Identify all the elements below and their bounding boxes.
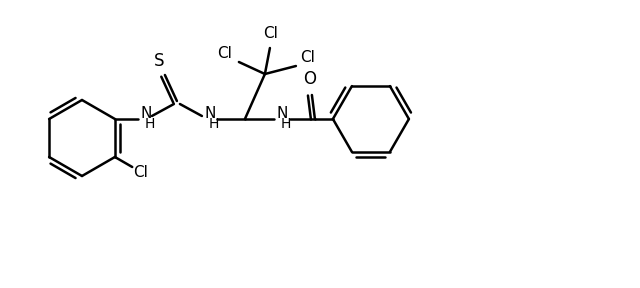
- Text: N: N: [140, 105, 152, 120]
- Text: O: O: [303, 70, 316, 88]
- Text: Cl: Cl: [134, 164, 148, 179]
- Text: H: H: [145, 117, 155, 131]
- Text: S: S: [154, 52, 164, 70]
- Text: H: H: [281, 117, 291, 131]
- Text: N: N: [276, 105, 287, 120]
- Text: N: N: [204, 105, 216, 120]
- Text: H: H: [209, 117, 219, 131]
- Text: Cl: Cl: [218, 46, 232, 62]
- Text: Cl: Cl: [300, 50, 316, 65]
- Text: Cl: Cl: [264, 26, 278, 41]
